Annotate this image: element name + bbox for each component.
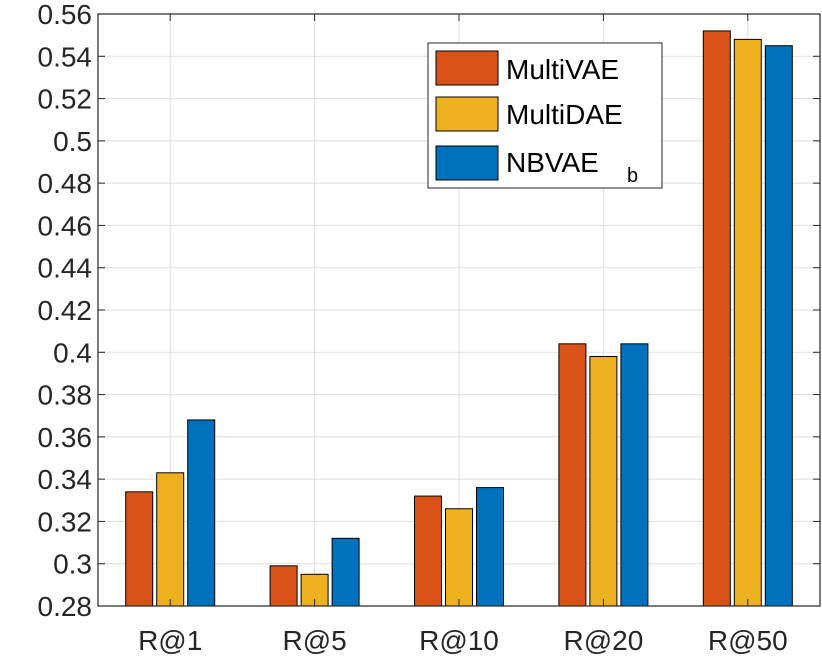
- x-tick-label-r-5: R@5: [282, 625, 346, 656]
- y-tick-label: 0.28: [38, 591, 93, 622]
- y-tick-label: 0.3: [53, 549, 92, 580]
- y-tick-label: 0.46: [38, 210, 93, 241]
- bar-multivae-r-10: [414, 495, 442, 607]
- x-tick-label-r-20: R@20: [564, 625, 644, 656]
- y-axis: 0.28 0.3 0.32 0.34 0.36 0.38 0.4 0.42 0.44 0.46 0.…: [38, 0, 820, 622]
- bar-nbvaeb-r-5: [331, 537, 360, 607]
- y-tick-label: 0.34: [38, 464, 93, 495]
- y-tick-label: 0.48: [38, 168, 93, 199]
- bar-multidae-r-50: [733, 38, 762, 607]
- legend: MultiVAE MultiDAE NBVAE b: [427, 42, 663, 189]
- bar-multivae-r-20: [558, 343, 587, 607]
- bar-multidae-r-10: [445, 508, 473, 607]
- bar-multivae-r-1: [125, 491, 154, 607]
- legend-label-nbvae-subscript: b: [627, 165, 638, 187]
- legend-label-multivae: MultiVAE: [506, 54, 619, 85]
- bar-nbvaeb-r-10: [476, 487, 504, 607]
- x-tick-label-r-10: R@10: [419, 625, 499, 656]
- bar-series: [125, 30, 793, 607]
- x-axis: R@1 R@5 R@10 R@20 R@50: [138, 14, 788, 656]
- y-tick-label: 0.44: [38, 253, 93, 284]
- legend-swatch-multivae: [435, 50, 499, 86]
- y-tick-label: 0.36: [38, 422, 93, 453]
- y-tick-label: 0.56: [38, 0, 93, 30]
- y-tick-label: 0.52: [38, 84, 93, 115]
- legend-label-multidae: MultiDAE: [506, 99, 623, 130]
- y-tick-label: 0.4: [53, 337, 92, 368]
- x-tick-label-r-50: R@50: [708, 625, 788, 656]
- bar-multivae-r-50: [702, 30, 731, 607]
- bar-nbvaeb-r-1: [187, 419, 216, 607]
- y-tick-label: 0.38: [38, 380, 93, 411]
- legend-swatch-nbvae: [435, 145, 499, 181]
- y-tick-label: 0.42: [38, 295, 93, 326]
- bar-nbvaeb-r-50: [764, 45, 793, 607]
- bar-multidae-r-20: [589, 356, 618, 607]
- x-tick-label-r-1: R@1: [138, 625, 202, 656]
- y-tick-label: 0.5: [53, 126, 92, 157]
- y-tick-label: 0.54: [38, 41, 93, 72]
- bar-nbvaeb-r-20: [620, 343, 649, 607]
- legend-swatch-multidae: [435, 96, 499, 132]
- legend-label-nbvae: NBVAE: [506, 147, 599, 178]
- bar-multivae-r-5: [269, 565, 298, 607]
- y-tick-label: 0.32: [38, 506, 93, 537]
- bar-multidae-r-1: [156, 472, 185, 607]
